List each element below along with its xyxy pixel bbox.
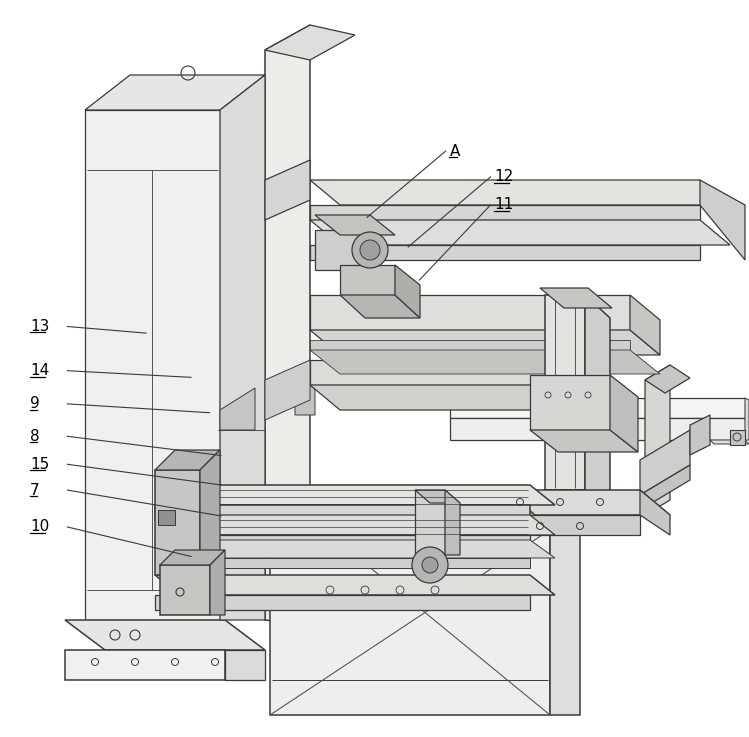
Polygon shape [155,485,555,505]
Polygon shape [210,550,225,615]
Polygon shape [550,510,580,715]
Polygon shape [270,510,580,535]
Polygon shape [155,595,530,610]
Polygon shape [155,515,555,535]
Polygon shape [310,245,700,260]
Polygon shape [65,620,265,650]
Polygon shape [545,490,610,510]
Polygon shape [505,515,640,535]
Polygon shape [270,535,550,715]
Polygon shape [340,265,395,295]
Text: 14: 14 [30,363,49,378]
Polygon shape [220,388,255,430]
Polygon shape [225,650,265,680]
Polygon shape [415,490,445,555]
Text: 9: 9 [30,397,40,411]
Polygon shape [155,558,530,568]
Polygon shape [745,398,749,440]
Circle shape [412,547,448,583]
Text: 12: 12 [494,170,514,184]
Text: 10: 10 [30,520,49,534]
Polygon shape [315,230,370,270]
Text: 13: 13 [30,319,49,334]
Polygon shape [160,550,225,565]
Polygon shape [640,465,690,510]
Polygon shape [155,470,200,575]
Polygon shape [570,360,600,410]
Polygon shape [310,360,570,385]
Polygon shape [310,220,730,245]
Polygon shape [545,295,585,490]
Polygon shape [645,365,690,393]
Text: 15: 15 [30,457,49,472]
Polygon shape [315,215,395,235]
Polygon shape [310,295,630,330]
Polygon shape [265,25,355,60]
Circle shape [360,240,380,260]
Polygon shape [265,360,310,420]
Polygon shape [155,505,530,520]
Polygon shape [158,510,175,525]
Polygon shape [160,565,210,615]
Text: 11: 11 [494,198,514,212]
Polygon shape [310,385,600,410]
Polygon shape [530,375,610,430]
Polygon shape [450,398,745,418]
Polygon shape [540,288,612,308]
Polygon shape [700,180,745,260]
Polygon shape [340,295,420,318]
Text: 8: 8 [30,429,40,444]
Text: 7: 7 [30,483,40,497]
Text: A: A [449,144,460,158]
Polygon shape [505,490,670,515]
Polygon shape [310,180,730,205]
Polygon shape [295,380,315,415]
Polygon shape [310,350,660,374]
Polygon shape [85,110,220,620]
Polygon shape [310,205,700,220]
Polygon shape [530,430,638,452]
Polygon shape [645,365,670,515]
Polygon shape [220,75,265,620]
Polygon shape [690,415,710,455]
Polygon shape [85,75,265,110]
Polygon shape [265,25,310,625]
Polygon shape [640,490,670,535]
Circle shape [422,557,438,573]
Polygon shape [155,535,530,548]
Polygon shape [310,340,630,350]
Polygon shape [610,375,638,452]
Polygon shape [395,265,420,318]
Polygon shape [310,330,660,355]
Polygon shape [585,295,610,510]
Polygon shape [640,430,690,495]
Polygon shape [155,540,555,558]
Polygon shape [155,575,555,595]
Polygon shape [265,160,310,220]
Polygon shape [65,650,225,680]
Circle shape [352,232,388,268]
Polygon shape [415,490,460,503]
Polygon shape [200,450,220,575]
Polygon shape [710,440,749,444]
Polygon shape [630,295,660,355]
Polygon shape [450,418,745,440]
Polygon shape [155,450,220,470]
Polygon shape [730,430,745,445]
Polygon shape [445,490,460,555]
